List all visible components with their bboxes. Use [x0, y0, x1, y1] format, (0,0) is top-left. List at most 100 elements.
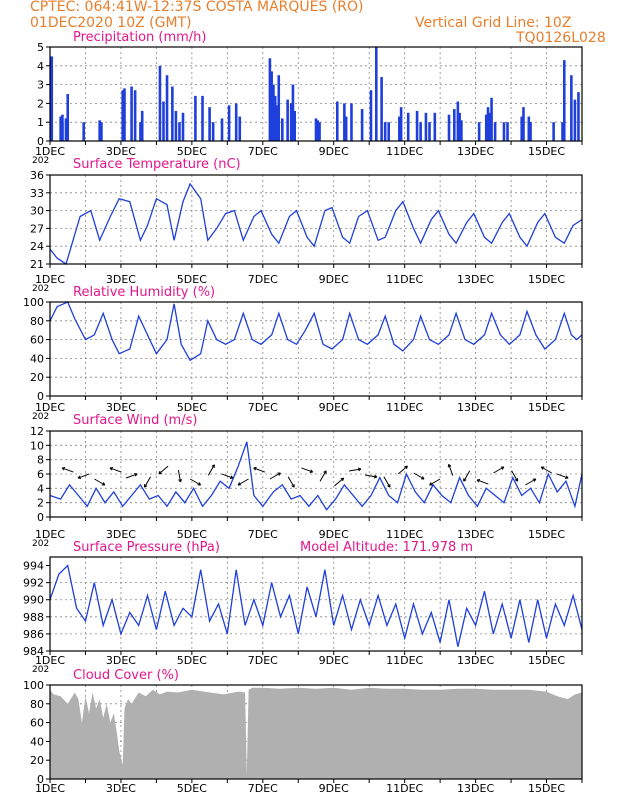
panel-frame: [49, 46, 583, 142]
x-tick-label: 9DEC: [319, 145, 349, 158]
x-tick-label: 3DEC: [106, 273, 136, 286]
y-tick-label: 0: [37, 135, 44, 148]
wind-arrow-head: [422, 476, 425, 480]
x-tick-label: 7DEC: [248, 528, 278, 541]
y-tick-label: 60: [30, 717, 44, 730]
wind-arrow: [448, 464, 454, 476]
x-tick-label: 13DEC: [457, 401, 494, 414]
precip-bar: [66, 94, 70, 141]
y-tick-label: 10: [30, 439, 44, 452]
y-tick-label: 8: [37, 454, 44, 467]
panel-title: Cloud Cover (%): [73, 668, 179, 683]
x-tick-label: 11DEC: [386, 273, 423, 286]
wind-arrow: [94, 478, 106, 486]
wind-arrow-head: [540, 466, 544, 470]
x-tick-label: 5DEC: [177, 654, 207, 667]
wind-arrow: [61, 467, 74, 473]
precip-bar: [121, 90, 125, 141]
panel-frame: [49, 301, 583, 397]
y-tick-label: 5: [37, 41, 44, 54]
panel-6: Cloud Cover (%) 0 20 40 60 80 100 1DEC 3DEC 5DEC 7…: [23, 668, 583, 795]
wind-arrow: [144, 476, 151, 488]
precip-bar: [140, 110, 144, 141]
x-tick-label: 15DEC: [528, 401, 565, 414]
precip-bar: [561, 122, 564, 141]
panel-title: Precipitation (mm/h): [73, 30, 206, 45]
y-tick-label: 20: [30, 371, 44, 384]
y-tick-label: 4: [37, 482, 44, 495]
y-tick-label: 0: [37, 390, 44, 403]
wind-arrow: [397, 465, 408, 475]
precip-bar: [158, 65, 162, 141]
x-tick-label: 9DEC: [319, 401, 349, 414]
precip-bar: [130, 86, 133, 141]
x-tick-label: 15DEC: [528, 145, 565, 158]
panel-frame: [49, 430, 583, 518]
panel-title: Surface Wind (m/s): [73, 413, 197, 428]
x-tick-label: 7DEC: [248, 654, 278, 667]
precip-bar: [272, 84, 275, 141]
x-tick-label: 11DEC: [386, 401, 423, 414]
precip-bar: [398, 116, 401, 141]
wind-arrow-head: [253, 467, 256, 471]
precip-bar: [520, 116, 524, 141]
x-tick-label: 1DEC: [35, 528, 65, 541]
precip-bar: [293, 110, 297, 141]
y-tick-label: 100: [23, 296, 44, 309]
wind-arrow-head: [404, 465, 408, 468]
precip-bar: [529, 122, 532, 141]
precip-bar: [488, 112, 492, 141]
x-tick-label: 1DEC: [35, 273, 65, 286]
x-tick-label: 11DEC: [386, 145, 423, 158]
series-line: [49, 564, 583, 647]
precip-bar: [59, 116, 62, 141]
precip-bar: [316, 120, 320, 141]
precip-bar: [181, 112, 185, 141]
year-label-cut: 202: [32, 539, 49, 549]
x-tick-label: 5DEC: [177, 528, 207, 541]
x-tick-label: 3DEC: [106, 145, 136, 158]
x-tick-label: 1DEC: [35, 782, 65, 795]
year-label-cut: 202: [32, 156, 49, 166]
precip-bar: [123, 88, 126, 141]
precip-bar: [314, 118, 318, 141]
wind-arrow-head: [340, 477, 344, 480]
x-tick-label: 3DEC: [106, 654, 136, 667]
x-tick-label: 5DEC: [177, 401, 207, 414]
wind-arrow: [177, 470, 181, 482]
precip-bar: [387, 122, 391, 141]
precip-bar: [273, 95, 277, 141]
x-tick-label: 5DEC: [177, 145, 207, 158]
y-tick-label: 12: [30, 425, 44, 438]
wind-arrow-head: [61, 467, 65, 471]
precip-bar: [335, 101, 339, 141]
wind-arrow: [77, 473, 90, 479]
x-tick-label: 9DEC: [319, 654, 349, 667]
y-tick-label: 40: [30, 735, 44, 748]
wind-arrow: [413, 472, 425, 480]
precip-bar: [211, 122, 215, 141]
x-tick-label: 13DEC: [457, 145, 494, 158]
y-tick-label: 6: [37, 468, 44, 481]
x-tick-label: 1DEC: [35, 145, 65, 158]
precip-bar: [456, 101, 460, 141]
x-tick-label: 9DEC: [319, 273, 349, 286]
precip-bar: [447, 114, 451, 141]
wind-arrow-head: [476, 479, 480, 483]
precip-bar: [350, 103, 353, 141]
wind-arrow: [158, 465, 169, 475]
wind-arrow: [189, 478, 201, 486]
y-tick-label: 2: [37, 497, 44, 510]
precip-bar: [406, 112, 410, 141]
y-tick-label: 3: [37, 79, 44, 92]
panel-2: Surface Temperature (nC) 21 24 27 30 33 36 1DEC…: [30, 157, 583, 294]
precip-bar: [133, 90, 137, 141]
wind-arrow: [125, 473, 138, 479]
y-tick-label: 986: [23, 628, 44, 641]
wind-arrow: [493, 466, 505, 474]
x-tick-label: 3DEC: [106, 401, 136, 414]
precip-bar: [227, 105, 231, 141]
series-line: [49, 301, 583, 362]
panel-title: Surface Pressure (hPa): [73, 540, 220, 555]
